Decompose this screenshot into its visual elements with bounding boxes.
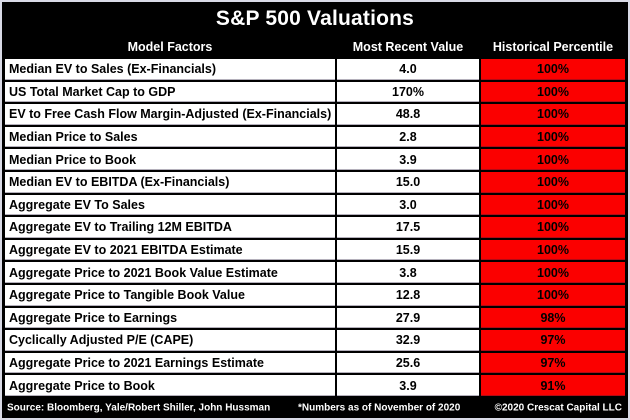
value-cell: 48.8 xyxy=(337,104,479,125)
factor-cell: Aggregate EV to Trailing 12M EBITDA xyxy=(5,217,335,238)
percentile-cell: 100% xyxy=(481,149,625,170)
footer: Source: Bloomberg, Yale/Robert Shiller, … xyxy=(2,398,628,418)
percentile-cell: 100% xyxy=(481,104,625,125)
percentile-cell: 91% xyxy=(481,375,625,396)
percentile-cell: 100% xyxy=(481,171,625,193)
table-header-row: Model Factors Most Recent Value Historic… xyxy=(2,36,628,57)
factor-cell: Aggregate Price to 2021 Earnings Estimat… xyxy=(5,352,335,374)
percentile-cell: 97% xyxy=(481,330,625,351)
value-cell: 3.0 xyxy=(337,194,479,216)
factor-cell: Aggregate Price to Book xyxy=(5,375,335,396)
value-cell: 27.9 xyxy=(337,307,479,329)
value-cell: 3.9 xyxy=(337,149,479,170)
value-cell: 12.8 xyxy=(337,284,479,306)
factor-cell: Aggregate EV to 2021 EBITDA Estimate xyxy=(5,239,335,261)
value-cell: 25.6 xyxy=(337,352,479,374)
column-header-historical-percentile: Historical Percentile xyxy=(492,39,614,54)
value-cell: 3.8 xyxy=(337,262,479,283)
factor-cell: Median EV to EBITDA (Ex-Financials) xyxy=(5,171,335,193)
factor-cell: EV to Free Cash Flow Margin-Adjusted (Ex… xyxy=(5,104,335,125)
value-cell: 32.9 xyxy=(337,330,479,351)
value-cell: 3.9 xyxy=(337,375,479,396)
factor-cell: Aggregate EV To Sales xyxy=(5,194,335,216)
footer-note-text: *Numbers as of November of 2020 xyxy=(298,402,461,414)
factor-cell: Median Price to Sales xyxy=(5,126,335,148)
value-cell: 15.0 xyxy=(337,171,479,193)
percentile-cell: 100% xyxy=(481,284,625,306)
column-header-model-factors: Model Factors xyxy=(127,39,213,54)
percentile-cell: 100% xyxy=(481,59,625,80)
footer-source-text: Source: Bloomberg, Yale/Robert Shiller, … xyxy=(7,402,271,414)
factor-cell: Median Price to Book xyxy=(5,149,335,170)
percentile-cell: 100% xyxy=(481,262,625,283)
column-header-most-recent-value: Most Recent Value xyxy=(352,39,464,54)
value-cell: 17.5 xyxy=(337,217,479,238)
percentile-cell: 98% xyxy=(481,307,625,329)
value-cell: 2.8 xyxy=(337,126,479,148)
factor-cell: Cyclically Adjusted P/E (CAPE) xyxy=(5,330,335,351)
percentile-cell: 97% xyxy=(481,352,625,374)
page-title: S&P 500 Valuations xyxy=(215,7,415,30)
percentile-cell: 100% xyxy=(481,217,625,238)
value-cell: 170% xyxy=(337,81,479,103)
percentile-cell: 100% xyxy=(481,239,625,261)
table-body: Median EV to Sales (Ex-Financials) 4.0 100… xyxy=(2,57,628,398)
percentile-cell: 100% xyxy=(481,81,625,103)
percentile-cell: 100% xyxy=(481,126,625,148)
factor-cell: Median EV to Sales (Ex-Financials) xyxy=(5,59,335,80)
factor-cell: US Total Market Cap to GDP xyxy=(5,81,335,103)
percentile-cell: 100% xyxy=(481,194,625,216)
footer-copyright-text: ©2020 Crescat Capital LLC xyxy=(494,402,622,414)
value-cell: 4.0 xyxy=(337,59,479,80)
factor-cell: Aggregate Price to Tangible Book Value xyxy=(5,284,335,306)
factor-cell: Aggregate Price to Earnings xyxy=(5,307,335,329)
value-cell: 15.9 xyxy=(337,239,479,261)
factor-cell: Aggregate Price to 2021 Book Value Estim… xyxy=(5,262,335,283)
